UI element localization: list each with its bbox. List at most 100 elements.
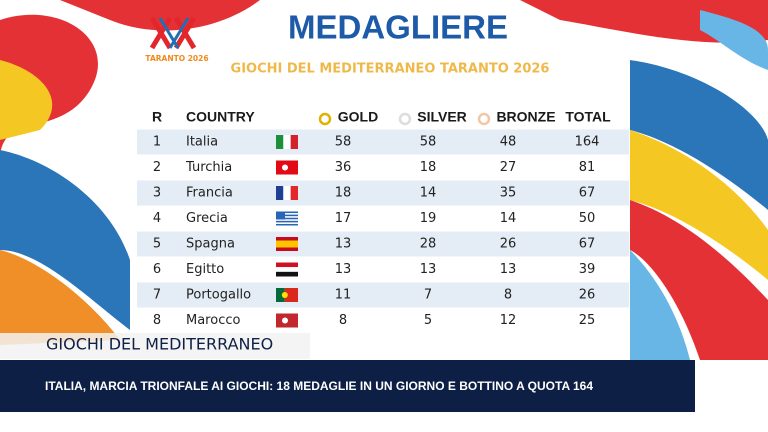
flag-part [276,247,298,251]
cell: 58 [335,135,352,150]
swirl [700,10,768,70]
flag-part [276,271,298,277]
cell: 27 [500,160,517,175]
bronze-icon [477,112,491,126]
row-stripe [137,129,629,155]
logo-mark [158,17,190,49]
silver-icon [398,112,412,126]
flag-part [282,317,288,324]
cell: 39 [579,262,596,277]
cell: 36 [335,160,352,175]
headline-bar [0,360,695,412]
column-header: SILVER [417,109,467,125]
logo: TARANTO 2026 [145,16,209,63]
flag-part [282,164,288,171]
flag-part [276,217,298,220]
swirl [630,130,768,280]
logo-mark [149,16,197,50]
flag-part [283,186,291,200]
swirl [630,60,768,210]
column-header: R [152,109,162,125]
flag-part [284,288,298,302]
flag-part [276,220,298,223]
column-header: BRONZE [496,109,555,125]
cell: 19 [420,211,437,226]
cell: 17 [335,211,352,226]
cell: 8 [339,313,347,328]
flag-part [281,292,288,298]
cell: 67 [579,237,596,252]
medal-icons [318,112,491,126]
cell: 18 [420,160,437,175]
swirl [0,60,53,140]
country-name: Portogallo [186,288,251,303]
cell: 81 [579,160,596,175]
cell: 50 [579,211,596,226]
column-header: TOTAL [565,109,611,125]
flag-part [276,223,298,226]
country-name: Italia [186,135,218,150]
subtitle: GIOCHI DEL MEDITERRANEO TARANTO 2026 [231,62,550,77]
cell: 28 [420,237,437,252]
flag-part [283,135,291,149]
cell: 4 [153,211,161,226]
gold-icon [318,112,332,126]
title: MEDAGLIERE [288,9,508,46]
row-stripe [137,231,629,257]
logo-text: TARANTO 2026 [145,54,208,63]
cell: 13 [335,262,352,277]
row-stripe [137,180,629,206]
country-name: Grecia [186,211,228,226]
row-stripe [137,282,629,308]
cell: 8 [153,313,161,328]
flag-part [290,135,298,149]
cell: 7 [153,288,161,303]
flag-part [276,135,284,149]
flag-part [276,237,298,241]
cell: 8 [504,288,512,303]
swirl [60,0,260,31]
flag-part [276,214,298,217]
flag-part [276,186,284,200]
cell: 13 [335,237,352,252]
cell: 48 [500,135,517,150]
flag-part [276,211,298,214]
column-header: COUNTRY [186,109,255,125]
swirl [630,200,768,360]
cell: 18 [335,186,352,201]
cell: 13 [420,262,437,277]
cell: 14 [420,186,437,201]
cell: 6 [153,262,161,277]
swirl [0,150,130,330]
cell: 12 [500,313,517,328]
cell: 11 [335,288,352,303]
country-name: Spagna [186,237,235,252]
flag-part [276,262,298,268]
cell: 5 [424,313,432,328]
lower-third-label: GIOCHI DEL MEDITERRANEO [46,335,273,354]
country-name: Francia [186,186,233,201]
swirl [0,250,120,345]
cell: 67 [579,186,596,201]
cell: 164 [575,135,600,150]
flag-part [290,186,298,200]
headline: ITALIA, MARCIA TRIONFALE AI GIOCHI: 18 M… [45,379,593,393]
cell: 2 [153,160,161,175]
country-name: Egitto [186,262,224,277]
flag-part [276,240,298,248]
cell: 5 [153,237,161,252]
country-name: Marocco [186,313,240,328]
swirl [630,250,690,360]
column-header: GOLD [338,109,378,125]
cell: 35 [500,186,517,201]
cell: 25 [579,313,596,328]
label-bg [0,333,310,359]
flag-part [276,288,285,302]
flag-part [276,211,285,220]
cell: 26 [500,237,517,252]
country-name: Turchia [185,160,232,175]
cell: 1 [153,135,161,150]
